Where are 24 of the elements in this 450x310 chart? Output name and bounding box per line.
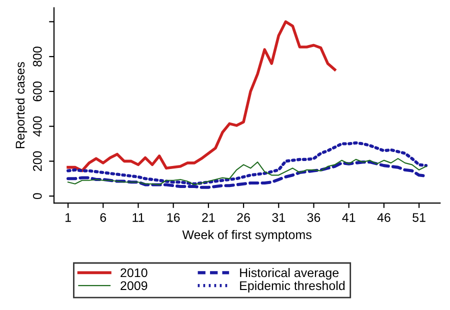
x-tick-label: 21 bbox=[202, 213, 215, 222]
y-tick-label: 400 bbox=[32, 116, 42, 136]
x-tick-label: 26 bbox=[237, 213, 250, 222]
x-tick-label: 16 bbox=[167, 213, 180, 222]
x-tick-label: 1 bbox=[66, 213, 71, 222]
y-axis-title: Reported cases bbox=[15, 62, 28, 148]
y-tick-label: 200 bbox=[32, 151, 42, 171]
x-tick-label: 41 bbox=[342, 213, 356, 222]
legend-label: Historical average bbox=[240, 268, 339, 280]
x-tick-label: 46 bbox=[377, 213, 390, 222]
legend-label: 2009 bbox=[120, 281, 148, 290]
line-series bbox=[66, 20, 336, 172]
legend-label: 2010 bbox=[120, 268, 148, 278]
legend-label: Epidemic threshold bbox=[240, 280, 345, 293]
x-tick-label: 51 bbox=[412, 213, 426, 222]
x-tick-label: 36 bbox=[307, 213, 320, 222]
y-tick-label: 600 bbox=[32, 82, 42, 102]
x-tick-label: 31 bbox=[272, 213, 285, 222]
x-tick-label: 11 bbox=[132, 213, 144, 222]
line-series bbox=[66, 141, 428, 186]
x-tick-label: 6 bbox=[100, 213, 106, 222]
y-tick-label: 0 bbox=[32, 193, 42, 200]
y-tick-label: 800 bbox=[32, 46, 42, 66]
x-axis-title: Week of first symptoms bbox=[182, 230, 312, 242]
